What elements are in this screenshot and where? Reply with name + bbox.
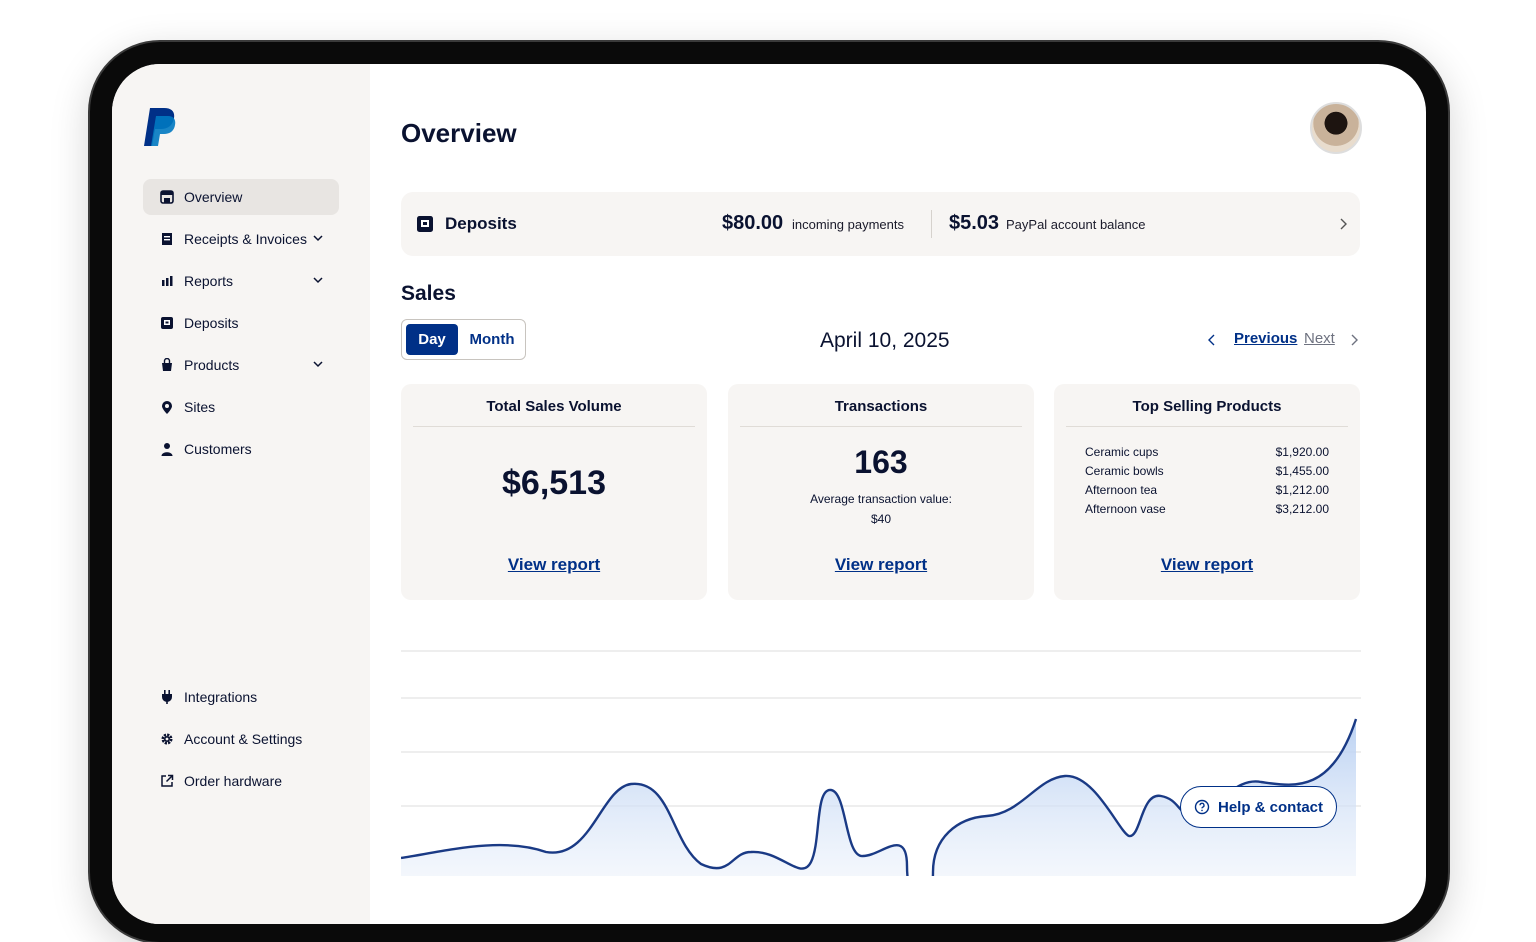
divider	[740, 426, 1022, 427]
sidebar-item-label: Overview	[184, 189, 243, 205]
sales-section-title: Sales	[401, 282, 456, 305]
plug-icon	[160, 690, 174, 704]
chart-series-line	[401, 718, 1358, 876]
list-item: Afternoon vase $3,212.00	[1085, 502, 1329, 521]
external-link-icon	[160, 774, 174, 788]
top-products-card: Top Selling Products Ceramic cups $1,920…	[1054, 384, 1360, 600]
sales-area-chart	[401, 650, 1361, 876]
chevron-right-icon[interactable]	[1350, 334, 1358, 346]
total-sales-value: $6,513	[502, 464, 606, 502]
chevron-right-icon[interactable]	[1338, 218, 1348, 230]
receipt-icon	[160, 232, 174, 246]
sidebar-item-label: Sites	[184, 399, 216, 415]
bag-icon	[160, 358, 174, 372]
sidebar-item-deposits[interactable]: Deposits	[143, 305, 339, 341]
sidebar-item-sites[interactable]: Sites	[143, 389, 339, 425]
view-report-link[interactable]: View report	[507, 555, 601, 574]
sidebar-item-customers[interactable]: Customers	[143, 431, 339, 467]
incoming-text: incoming payments	[792, 217, 904, 232]
chevron-down-icon[interactable]	[313, 233, 323, 243]
card-title: Top Selling Products	[1132, 398, 1282, 415]
previous-link[interactable]: Previous	[1234, 330, 1298, 347]
bar-chart-icon	[160, 274, 174, 288]
view-report-link[interactable]: View report	[834, 555, 928, 574]
page-title: Overview	[401, 118, 517, 148]
day-month-toggle: Day Month	[401, 319, 526, 360]
sidebar-item-label: Reports	[184, 273, 234, 289]
balance-text: PayPal account balance	[1006, 217, 1146, 232]
transactions-value: 163	[854, 444, 908, 480]
avatar[interactable]	[1310, 102, 1362, 154]
card-title: Transactions	[834, 398, 928, 415]
balance-amount: $5.03	[949, 212, 1000, 234]
location-pin-icon	[160, 400, 174, 414]
sidebar-item-order-hardware[interactable]: Order hardware	[143, 763, 339, 799]
sales-date: April 10, 2025	[820, 329, 950, 352]
deposits-label: Deposits	[445, 214, 517, 233]
date-pager: Previous Next	[1208, 330, 1368, 350]
deposit-icon	[160, 316, 174, 330]
product-amount: $3,212.00	[1275, 502, 1329, 516]
divider	[1066, 426, 1348, 427]
sidebar-item-label: Order hardware	[184, 773, 283, 789]
sidebar-item-label: Deposits	[184, 315, 239, 331]
month-toggle-button[interactable]: Month	[469, 331, 515, 348]
chevron-down-icon[interactable]	[313, 359, 323, 369]
chart-area	[401, 719, 1356, 876]
product-amount: $1,455.00	[1275, 464, 1329, 478]
sidebar-item-reports[interactable]: Reports	[143, 263, 339, 299]
divider	[931, 210, 932, 238]
help-contact-label: Help & contact	[1217, 798, 1323, 816]
transactions-card: Transactions 163 Average transaction val…	[728, 384, 1034, 600]
product-list: Ceramic cups $1,920.00 Ceramic bowls $1,…	[1085, 445, 1329, 521]
sidebar-item-products[interactable]: Products	[143, 347, 339, 383]
product-name: Afternoon tea	[1085, 483, 1158, 497]
list-item: Ceramic cups $1,920.00	[1085, 445, 1329, 464]
list-item: Afternoon tea $1,212.00	[1085, 483, 1329, 502]
list-item: Ceramic bowls $1,455.00	[1085, 464, 1329, 483]
avg-transaction-value: $40	[870, 512, 892, 526]
product-name: Ceramic bowls	[1085, 464, 1164, 478]
help-contact-button[interactable]: Help & contact	[1180, 786, 1337, 828]
chevron-down-icon[interactable]	[313, 275, 323, 285]
total-sales-card: Total Sales Volume $6,513 View report	[401, 384, 707, 600]
product-amount: $1,920.00	[1275, 445, 1329, 459]
sidebar-item-label: Account & Settings	[184, 731, 303, 747]
deposits-summary-bar[interactable]: Deposits $80.00 incoming payments $5.03 …	[401, 192, 1360, 256]
product-amount: $1,212.00	[1275, 483, 1329, 497]
product-name: Ceramic cups	[1085, 445, 1159, 459]
avg-transaction-label: Average transaction value:	[810, 492, 952, 506]
app-screen: Overview Receipts & Invoices Reports Dep…	[112, 64, 1426, 924]
sidebar-item-label: Products	[184, 357, 240, 373]
sidebar: Overview Receipts & Invoices Reports Dep…	[112, 64, 370, 924]
sidebar-item-receipts-invoices[interactable]: Receipts & Invoices	[143, 221, 339, 257]
view-report-link[interactable]: View report	[1160, 555, 1254, 574]
sidebar-item-account-settings[interactable]: Account & Settings	[143, 721, 339, 757]
gear-icon	[160, 732, 174, 746]
sidebar-item-label: Customers	[184, 441, 252, 457]
deposit-icon	[417, 216, 433, 232]
avg-transaction: Average transaction value: $40	[728, 489, 1034, 529]
main-content: Overview Deposits $80.00 incoming paymen…	[370, 64, 1426, 924]
storefront-icon	[160, 190, 174, 204]
paypal-logo	[144, 108, 176, 146]
sidebar-item-label: Integrations	[184, 689, 258, 705]
sidebar-item-overview[interactable]: Overview	[143, 179, 339, 215]
product-name: Afternoon vase	[1085, 502, 1166, 516]
card-title: Total Sales Volume	[486, 398, 622, 415]
day-toggle-button[interactable]: Day	[406, 324, 458, 355]
divider	[413, 426, 695, 427]
sidebar-item-label: Receipts & Invoices	[184, 231, 307, 247]
sidebar-item-integrations[interactable]: Integrations	[143, 679, 339, 715]
person-icon	[160, 442, 174, 456]
question-circle-icon	[1194, 799, 1210, 815]
incoming-amount: $80.00	[722, 212, 784, 234]
chevron-left-icon[interactable]	[1208, 334, 1216, 346]
next-link[interactable]: Next	[1304, 330, 1335, 347]
